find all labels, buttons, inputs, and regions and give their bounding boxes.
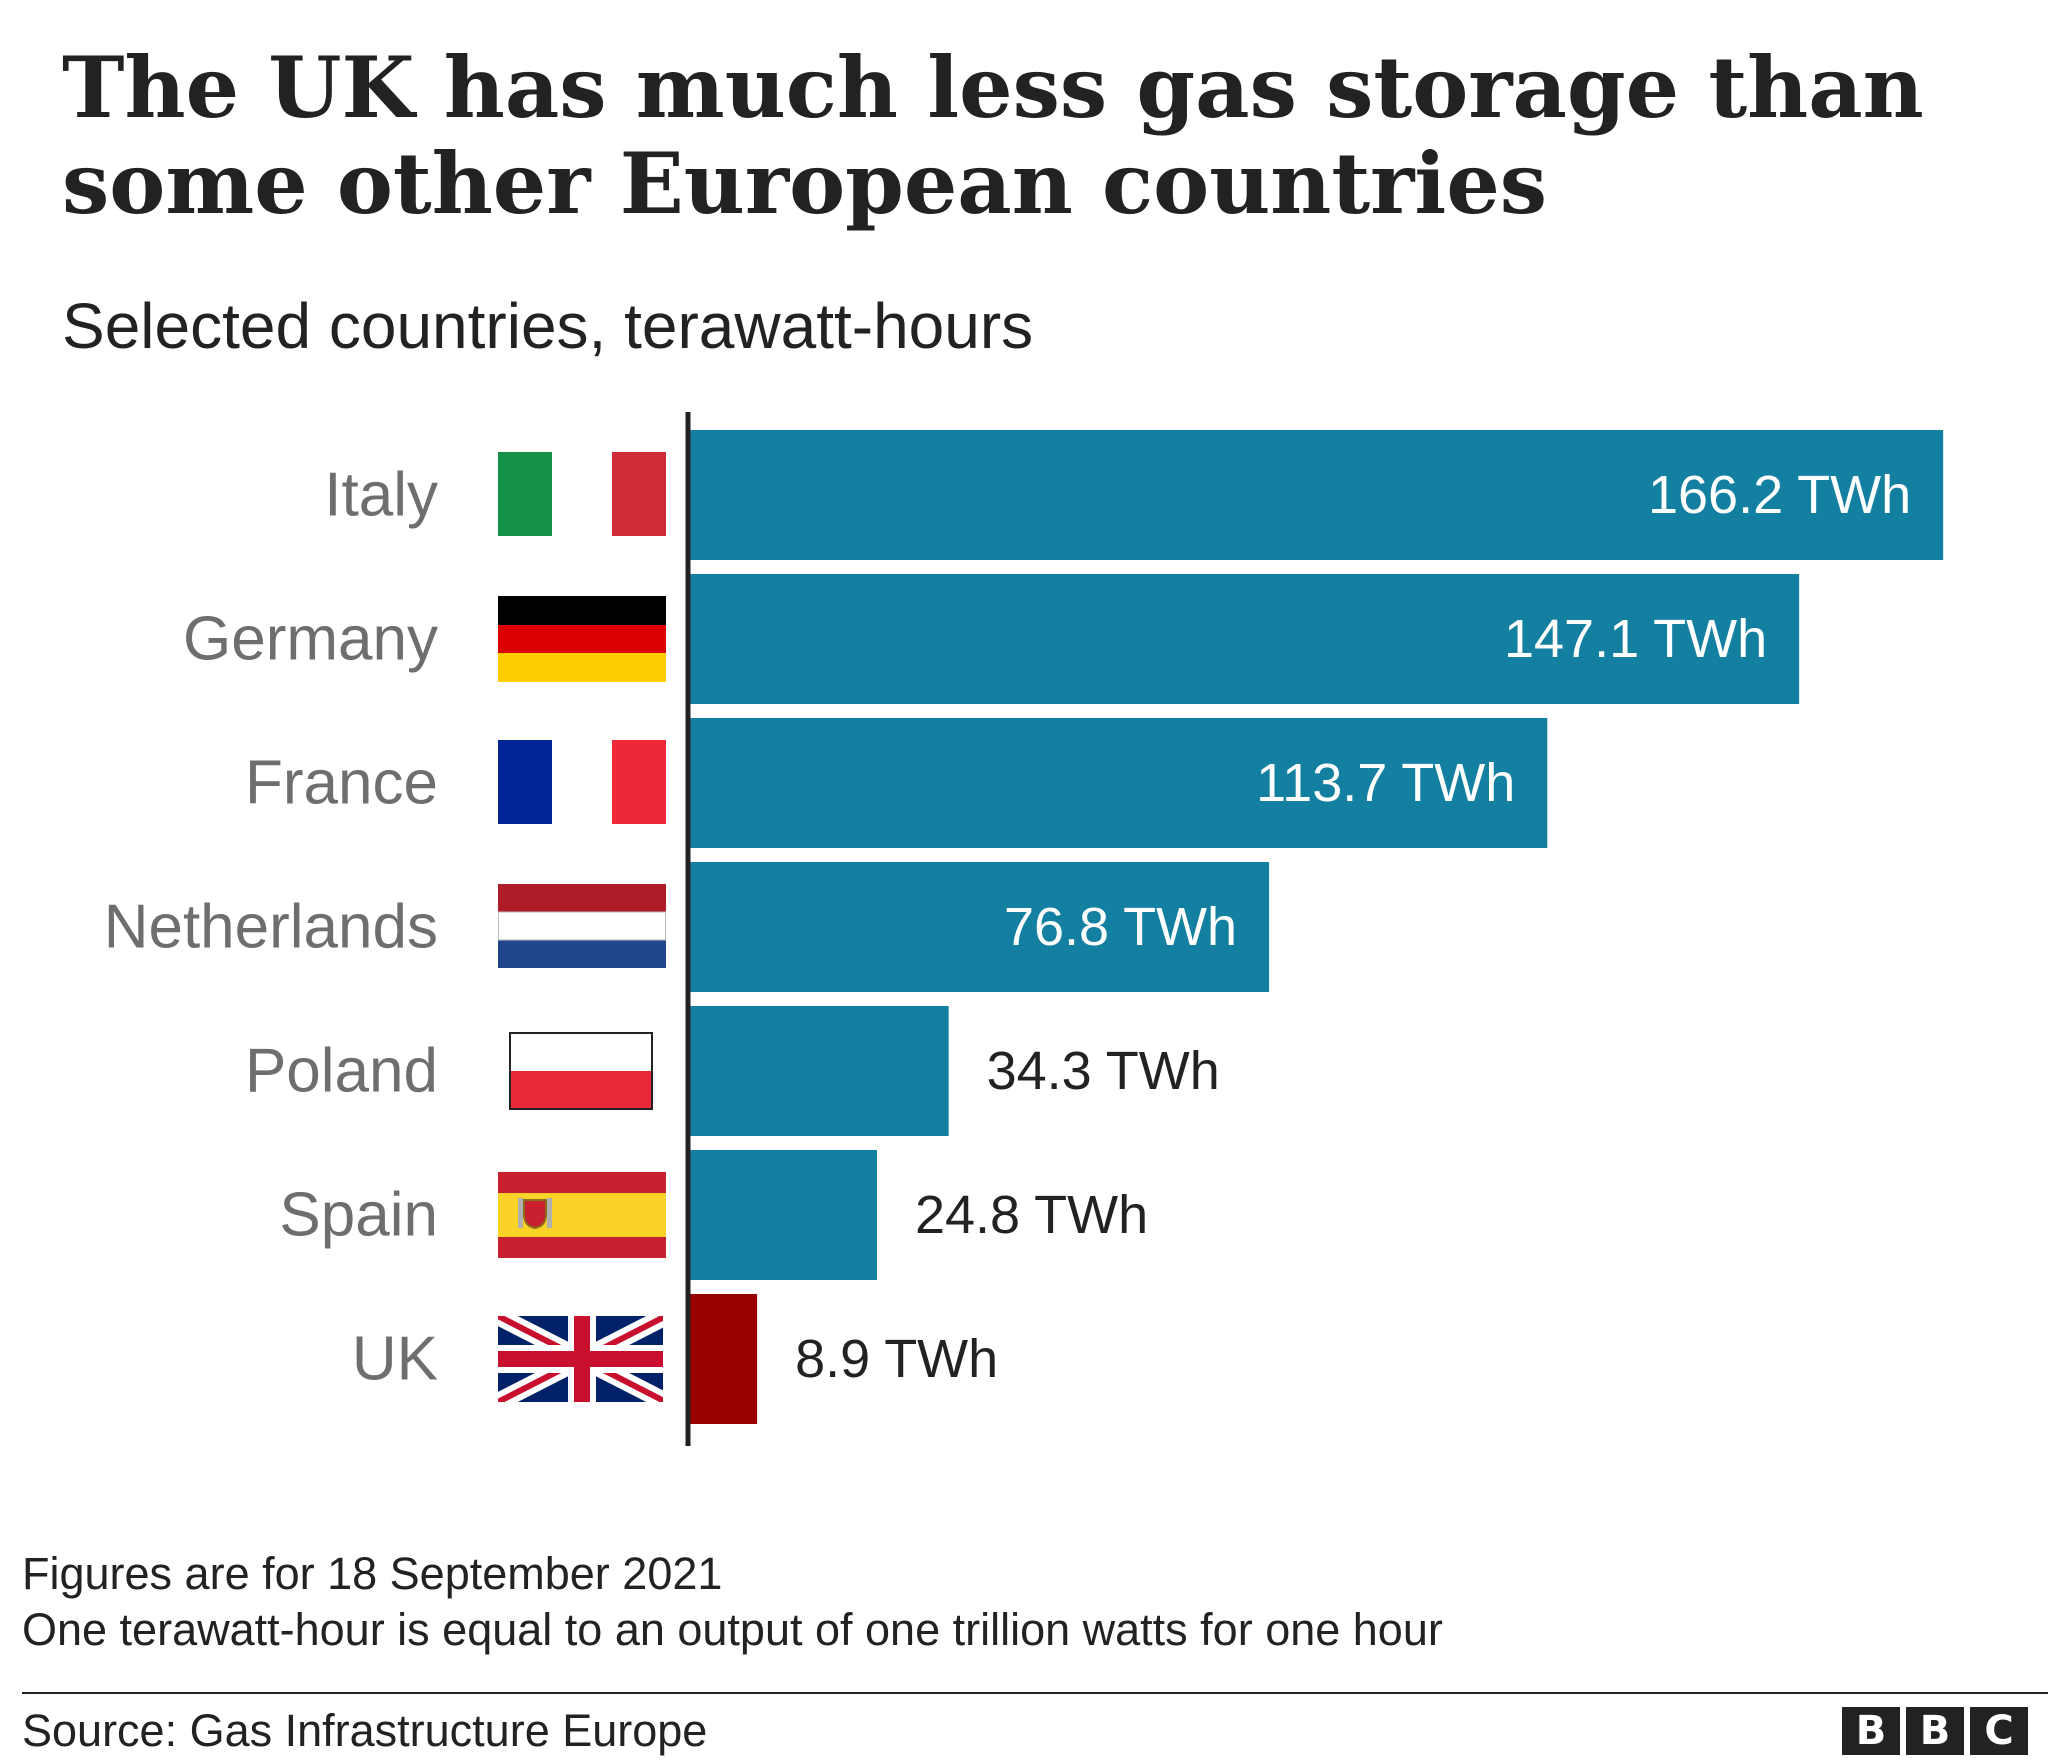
flag-outline: [498, 911, 666, 941]
flag-stripe: [498, 940, 666, 968]
spain-flag-icon: [498, 1172, 666, 1258]
value-label-germany: 147.1 TWh: [1504, 609, 1767, 669]
flag-stripe: [498, 653, 666, 682]
footer-divider: [22, 1692, 2048, 1694]
bbc-logo-letter-1: B: [1842, 1707, 1900, 1755]
flag-stripe: [612, 740, 666, 824]
flag-stripe: [498, 625, 666, 653]
category-label-uk: UK: [352, 1325, 438, 1394]
category-label-spain: Spain: [279, 1181, 438, 1250]
bar-germany: [690, 574, 1800, 704]
bars-layer: Italy 166.2 TWh Germany 147.1 TWh France 113.…: [104, 430, 1944, 1424]
flag-stripe: [498, 1237, 666, 1258]
bar-poland: [690, 1006, 949, 1136]
flags-layer: [498, 452, 666, 1402]
bar-italy: [690, 430, 1944, 560]
value-label-netherlands: 76.8 TWh: [1004, 897, 1237, 957]
flag-stripe: [498, 884, 666, 912]
flag-stripe: [498, 740, 552, 824]
flag-stripe: [510, 1071, 652, 1109]
chart-subtitle: Selected countries, terawatt-hours: [62, 290, 1034, 362]
flag-stripe: [498, 452, 552, 536]
france-flag-icon: [498, 740, 666, 824]
value-label-italy: 166.2 TWh: [1648, 465, 1911, 525]
italy-flag-icon: [498, 452, 666, 536]
note-date: Figures are for 18 September 2021: [22, 1548, 723, 1599]
bar-spain: [690, 1150, 877, 1280]
flag-stripe: [510, 1033, 652, 1071]
note-definition: One terawatt-hour is equal to an output …: [22, 1604, 1443, 1655]
flag-cross-red: [498, 1351, 663, 1367]
flag-pillar: [518, 1198, 523, 1228]
coat-of-arms: [523, 1199, 547, 1230]
flag-stripe: [612, 452, 666, 536]
bbc-logo-letter-3: C: [1970, 1707, 2028, 1755]
flag-pillar: [547, 1198, 552, 1228]
union-jack: [498, 1316, 663, 1402]
value-label-spain: 24.8 TWh: [915, 1185, 1148, 1245]
flag-stripe: [498, 1172, 666, 1193]
bbc-logo: B B C: [1842, 1707, 2028, 1755]
value-label-france: 113.7 TWh: [1256, 753, 1515, 813]
category-label-germany: Germany: [183, 605, 438, 674]
category-label-poland: Poland: [245, 1037, 438, 1106]
poland-flag-icon: [509, 1032, 653, 1110]
flag-stripe: [498, 912, 666, 940]
bbc-logo-letter-2: B: [1906, 1707, 1964, 1755]
value-label-poland: 34.3 TWh: [987, 1041, 1220, 1101]
germany-flag-icon: [498, 596, 666, 682]
category-label-netherlands: Netherlands: [104, 893, 438, 962]
chart-title: The UK has much less gas storage than so…: [62, 38, 1924, 233]
category-label-italy: Italy: [324, 461, 438, 530]
bar-netherlands: [690, 862, 1270, 992]
value-label-uk: 8.9 TWh: [795, 1329, 998, 1389]
source-text: Source: Gas Infrastructure Europe: [22, 1705, 708, 1756]
bar-france: [690, 718, 1548, 848]
flag-outline: [509, 1032, 653, 1110]
bar-uk: [690, 1294, 758, 1424]
flag-stripe: [498, 596, 666, 625]
chart-notes: Figures are for 18 September 2021 One te…: [22, 1546, 1443, 1658]
bar-chart: Italy 166.2 TWh Germany 147.1 TWh France 113.…: [104, 412, 1944, 1446]
category-label-france: France: [245, 749, 438, 818]
netherlands-flag-icon: [498, 884, 666, 968]
uk-flag-icon: [498, 1316, 663, 1402]
